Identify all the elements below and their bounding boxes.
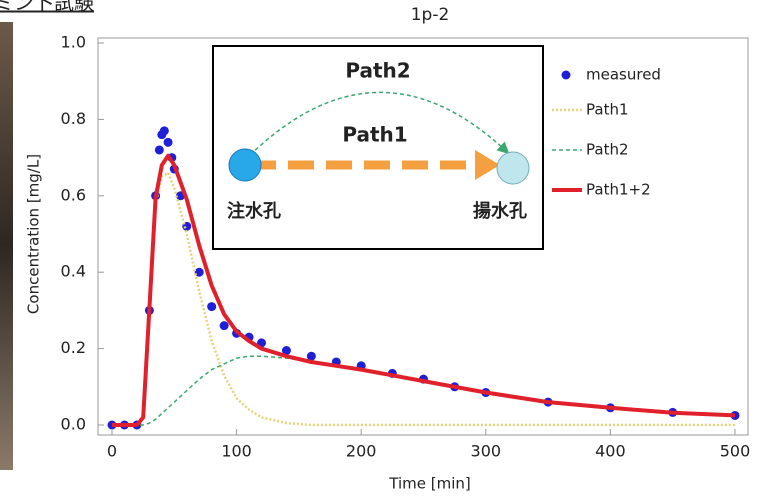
- y-tick-label: 0.6: [61, 185, 86, 204]
- x-tick-label: 200: [346, 442, 377, 461]
- legend-label: measured: [586, 66, 661, 84]
- injection-well-label: 注水孔: [227, 200, 281, 222]
- legend-swatch: [561, 70, 571, 80]
- x-tick-label: 400: [595, 442, 626, 461]
- y-axis-label: Concentration [mg/L]: [25, 154, 43, 314]
- measured-point: [219, 321, 229, 331]
- x-tick-label: 500: [720, 442, 751, 461]
- measured-point: [163, 137, 173, 147]
- photo-strip: [0, 22, 13, 470]
- injection-well-icon: [228, 148, 262, 182]
- legend-box: [548, 56, 716, 201]
- legend: measured Path1 Path2 Path1+2: [548, 56, 716, 201]
- series-line: [112, 153, 736, 427]
- series-line: [112, 355, 736, 426]
- y-tick-label: 1.0: [61, 33, 86, 52]
- measured-point: [730, 410, 740, 420]
- x-tick-label: 100: [221, 442, 252, 461]
- plot-frame: [97, 37, 749, 436]
- measured-point: [207, 302, 217, 312]
- measured-point: [306, 351, 316, 361]
- chart-title: 1p-2: [411, 5, 450, 25]
- pumping-well-icon: [496, 151, 530, 185]
- x-axis-label: Time [min]: [388, 475, 470, 493]
- pumping-well-label: 揚水孔: [473, 200, 527, 222]
- path2-label: Path2: [345, 59, 410, 83]
- y-tick-label: 0.4: [61, 262, 86, 281]
- measured-point: [194, 267, 204, 277]
- y-tick-label: 0.0: [61, 415, 86, 434]
- path2-arrow: [244, 91, 510, 161]
- x-tick-label: 300: [471, 442, 502, 461]
- path1-arrowhead: [475, 150, 500, 180]
- inset: Path2 Path1 注水孔 揚水孔: [212, 45, 544, 250]
- legend-label: Path2: [586, 141, 629, 159]
- y-tick-label: 0.2: [61, 338, 86, 357]
- path1-label: Path1: [342, 123, 407, 147]
- measured-point: [281, 346, 291, 356]
- measured-point: [159, 126, 169, 136]
- inset-frame: [212, 45, 544, 250]
- legend-label: Path1+2: [586, 181, 651, 199]
- x-tick-label: 0: [107, 442, 117, 461]
- page-link[interactable]: ミン卜試験: [0, 0, 94, 15]
- legend-label: Path1: [586, 101, 629, 119]
- measured-point: [154, 145, 164, 155]
- plot-area: [107, 126, 740, 430]
- y-tick-label: 0.8: [61, 109, 86, 128]
